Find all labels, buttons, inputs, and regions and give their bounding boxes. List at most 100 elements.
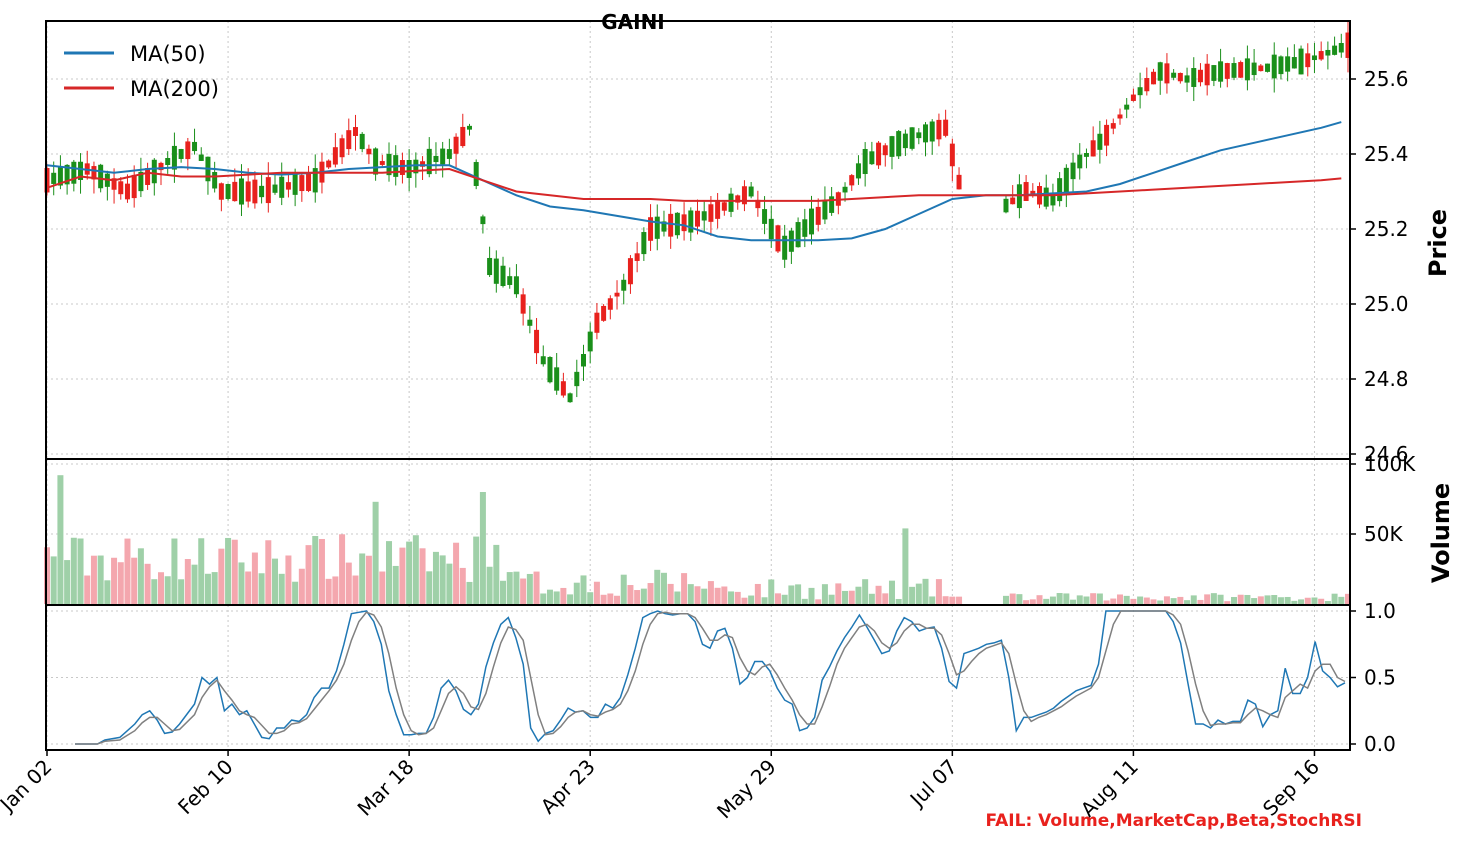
volume-bar	[909, 586, 916, 604]
candle-body	[695, 210, 700, 227]
candle-body	[312, 168, 318, 193]
volume-bar	[929, 596, 936, 604]
volume-bar	[1331, 593, 1338, 604]
volume-bar	[1130, 598, 1137, 604]
volume-bar	[546, 589, 553, 604]
candle-body	[587, 331, 593, 352]
volume-bar	[828, 594, 835, 604]
volume-bar	[292, 581, 299, 604]
candle-body	[554, 367, 560, 391]
candle-body	[849, 175, 855, 186]
candle-body	[728, 193, 734, 212]
volume-bar	[888, 580, 895, 604]
volume-bar	[379, 571, 386, 604]
candle-body	[1318, 51, 1324, 60]
volume-bar	[1043, 598, 1050, 604]
candle-body	[1218, 61, 1224, 82]
x-tick-label: Feb 10	[173, 755, 238, 820]
volume-bar	[1184, 600, 1191, 604]
volume-bar	[70, 537, 77, 604]
volume-bar	[446, 563, 453, 604]
candle-body	[252, 179, 258, 204]
candle-body	[614, 292, 620, 297]
volume-bar	[1177, 596, 1184, 604]
candle-body	[145, 168, 151, 185]
candle-body	[949, 143, 955, 167]
x-tick-label: Apr 23	[536, 755, 600, 819]
candle-body	[1171, 72, 1177, 78]
price-y-tick-label: 24.6	[1364, 442, 1409, 466]
volume-bar	[1049, 596, 1056, 604]
candle-body	[882, 145, 888, 156]
candle-body	[1157, 62, 1163, 81]
volume-bar	[57, 475, 64, 604]
candle-body	[507, 276, 513, 285]
candle-body	[1258, 65, 1264, 72]
volume-bar	[1197, 599, 1204, 604]
price-axis-label: Price	[1424, 209, 1452, 277]
volume-axis-label: Volume	[1427, 483, 1455, 583]
volume-bar	[339, 534, 346, 604]
candle-body	[929, 121, 935, 142]
volume-bar	[1163, 596, 1170, 604]
candle-body	[768, 218, 774, 240]
volume-bar	[567, 594, 574, 604]
stochastic-lines	[75, 610, 1346, 745]
candle-body	[1063, 167, 1069, 193]
volume-bar	[211, 572, 218, 604]
volume-bar	[285, 555, 292, 604]
volume-bar	[372, 501, 379, 604]
volume-bar	[1029, 599, 1036, 604]
candle-body	[446, 149, 452, 159]
candle-body	[151, 159, 157, 184]
candle-body	[1305, 53, 1311, 68]
candle-body	[192, 141, 198, 152]
volume-bar	[768, 579, 775, 604]
volume-bar	[365, 555, 372, 604]
volume-bar	[513, 571, 520, 604]
volume-bar	[694, 586, 701, 604]
volume-bar	[77, 538, 84, 604]
candle-body	[782, 235, 788, 260]
volume-bar	[1217, 594, 1224, 604]
candle-body	[634, 253, 640, 261]
candle-body	[916, 132, 922, 139]
candle-body	[124, 183, 130, 200]
volume-bar	[520, 578, 527, 604]
candle-body	[440, 148, 446, 165]
candle-body	[473, 162, 479, 186]
candle-body	[741, 186, 747, 205]
volume-bar	[1170, 598, 1177, 604]
candle-body	[574, 371, 580, 387]
candle-body	[721, 202, 727, 211]
candle-body	[1110, 123, 1116, 129]
volume-bar	[667, 583, 674, 604]
candle-body	[654, 216, 660, 239]
volume-bar	[1063, 593, 1070, 604]
candle-body	[466, 125, 472, 130]
volume-bar	[1083, 596, 1090, 604]
candle-body	[755, 199, 761, 209]
candle-body	[1023, 182, 1029, 201]
volume-bar	[848, 590, 855, 604]
volume-bar	[278, 573, 285, 604]
volume-bar	[84, 575, 91, 604]
candle-body	[406, 160, 412, 178]
volume-bar	[748, 595, 755, 604]
candle-body	[802, 219, 808, 237]
price-y-tick-label: 25.0	[1364, 292, 1409, 316]
volume-bar	[922, 578, 929, 604]
x-tick-label: Mar 18	[353, 755, 419, 821]
candle-body	[1265, 63, 1271, 72]
volume-bar	[607, 593, 614, 604]
candle-body	[259, 185, 265, 198]
candle-body	[1151, 71, 1157, 85]
candle-body	[64, 164, 70, 185]
volume-bar	[245, 571, 252, 604]
candle-body	[1211, 65, 1217, 81]
volume-bar	[714, 587, 721, 604]
candle-body	[1238, 62, 1244, 78]
volume-bar	[533, 571, 540, 604]
candle-body	[855, 163, 861, 179]
